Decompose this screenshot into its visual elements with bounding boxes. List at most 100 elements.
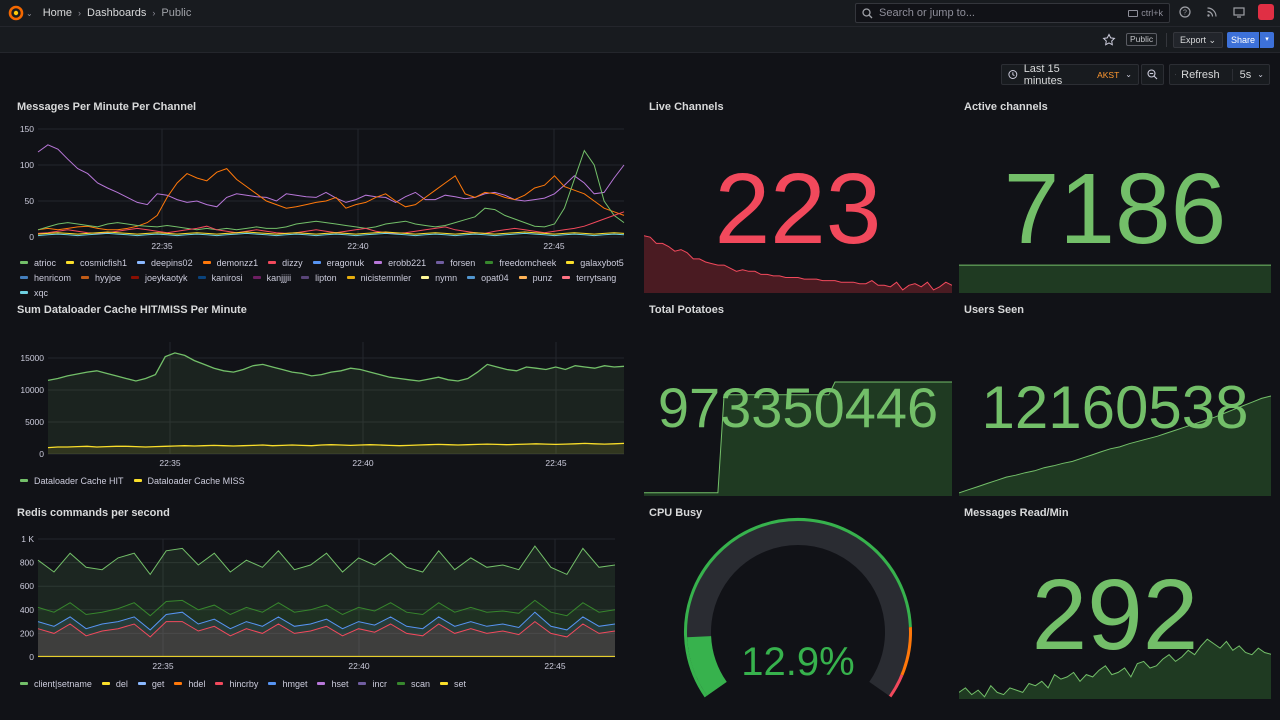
legend-swatch [374, 261, 383, 264]
y-tick-label: 100 [20, 160, 34, 170]
dashboard-toolbar: Public Export ⌄ Share ▾ [0, 27, 1280, 53]
chart-legend: client|setname del get hdel hincrby hmget hset… [20, 676, 640, 691]
y-tick-label: 600 [20, 581, 34, 591]
legend-item[interactable]: client|setname [20, 676, 92, 691]
legend-item[interactable]: hdel [174, 676, 205, 691]
svg-text:?: ? [1183, 10, 1187, 17]
legend-item[interactable]: hyyjoe [81, 270, 121, 285]
legend-label: dizzy [282, 257, 303, 268]
legend-swatch [174, 682, 183, 685]
legend-item[interactable]: punz [518, 270, 553, 285]
legend-item[interactable]: get [137, 676, 164, 691]
legend-item[interactable]: nicistemmler [346, 270, 411, 285]
legend-item[interactable]: freedomcheek [485, 255, 556, 270]
legend-swatch [421, 276, 430, 279]
legend-item[interactable]: set [440, 676, 466, 691]
panel-title: Messages Per Minute Per Channel [17, 101, 197, 113]
legend-label: hincrby [229, 678, 259, 689]
legend-label: kanirosi [211, 272, 243, 283]
legend-item[interactable]: Dataloader Cache HIT [20, 473, 124, 488]
share-button[interactable]: Share [1227, 32, 1259, 48]
search-input[interactable]: Search or jump to... ctrl+k [855, 3, 1170, 23]
chevron-down-icon[interactable]: ⌄ [26, 8, 33, 18]
legend-item[interactable]: dizzy [268, 255, 303, 270]
legend-swatch [268, 682, 277, 685]
series-line [47, 352, 625, 382]
monitor-icon[interactable] [1231, 4, 1247, 20]
legend-item[interactable]: henricom [20, 270, 71, 285]
legend-item[interactable]: del [101, 676, 128, 691]
rss-icon[interactable] [1204, 4, 1220, 20]
legend-label: atrioc [34, 257, 57, 268]
refresh-icon[interactable] [1175, 69, 1177, 80]
gauge-arc [684, 517, 912, 698]
legend-item[interactable]: xqc [20, 285, 48, 300]
legend-swatch [20, 261, 28, 264]
legend-item[interactable]: demonzz1 [202, 255, 258, 270]
avatar[interactable] [1258, 4, 1274, 20]
zoom-out-button[interactable] [1141, 64, 1164, 85]
share-options-button[interactable]: ▾ [1260, 32, 1274, 48]
legend-label: hmget [282, 678, 308, 689]
legend-swatch [562, 276, 571, 279]
y-tick-label: 15000 [20, 353, 44, 363]
refresh-label: Refresh [1181, 68, 1220, 81]
legend-item[interactable]: nymn [421, 270, 457, 285]
legend-item[interactable]: cosmicfish1 [66, 255, 127, 270]
legend-label: set [454, 678, 467, 689]
sparkline-area [644, 235, 952, 293]
legend-label: punz [532, 272, 553, 283]
legend-item[interactable]: joeykaotyk [131, 270, 188, 285]
legend-item[interactable]: hincrby [215, 676, 258, 691]
legend-label: hdel [188, 678, 206, 689]
legend-item[interactable]: kanirosi [197, 270, 243, 285]
legend-item[interactable]: scan [396, 676, 430, 691]
legend-item[interactable]: opat04 [467, 270, 509, 285]
shortcut-label: ctrl+k [1141, 8, 1163, 18]
time-range-picker[interactable]: Last 15 minutes AKST ⌄ [1001, 63, 1139, 87]
legend-item[interactable]: erobb221 [374, 255, 426, 270]
refresh-picker[interactable]: Refresh 5s ⌄ [1169, 64, 1270, 85]
breadcrumb-dashboards[interactable]: Dashboards [87, 7, 147, 19]
legend-item[interactable]: hmget [268, 676, 307, 691]
users-seen-sparkline [959, 395, 1271, 496]
legend-item[interactable]: kanjjjii [252, 270, 291, 285]
y-tick-label: 800 [20, 558, 34, 568]
stat-value: 12160538 [981, 374, 1249, 441]
legend-label: eragonuk [326, 257, 365, 268]
legend-label: xqc [34, 287, 49, 298]
panel-title: Active channels [964, 101, 1048, 113]
legend-item[interactable]: deepins02 [137, 255, 193, 270]
help-icon[interactable]: ? [1177, 4, 1193, 20]
x-tick-label: 22:35 [159, 458, 181, 468]
panel-messages-read: Messages Read/Min 292 [959, 507, 1271, 707]
timezone-label: AKST [1097, 69, 1120, 80]
legend-item[interactable]: eragonuk [312, 255, 365, 270]
legend-item[interactable]: incr [358, 676, 387, 691]
legend-item[interactable]: Dataloader Cache MISS [133, 473, 245, 488]
legend-item[interactable]: terrytsang [562, 270, 616, 285]
panel-title: Live Channels [649, 101, 724, 113]
cache-chart: 0 5000 10000 15000 22:35 22:40 22:45 [20, 342, 625, 468]
messages-read-sparkline [959, 638, 1271, 699]
legend-item[interactable]: galaxybot5 [566, 255, 624, 270]
zoom-out-icon [1147, 69, 1158, 80]
refresh-interval[interactable]: 5s [1231, 68, 1251, 81]
legend-item[interactable]: hset [317, 676, 348, 691]
series-line [37, 231, 625, 235]
breadcrumb-home[interactable]: Home [42, 7, 73, 19]
legend-item[interactable]: forsen [436, 255, 475, 270]
legend-swatch [358, 682, 367, 685]
search-placeholder: Search or jump to... [879, 7, 975, 19]
legend-item[interactable]: lipton [301, 270, 337, 285]
legend-label: henricom [34, 272, 72, 283]
star-icon[interactable] [1102, 33, 1116, 47]
legend-item[interactable]: atrioc [20, 255, 56, 270]
y-tick-label: 1 K [21, 534, 34, 544]
grafana-logo-icon[interactable] [8, 5, 24, 21]
panel-users-seen: Users Seen 12160538 [959, 304, 1271, 496]
legend-label: del [115, 678, 128, 689]
export-button[interactable]: Export ⌄ [1173, 32, 1224, 48]
legend-swatch [346, 276, 355, 279]
x-tick-label: 22:40 [347, 241, 369, 251]
